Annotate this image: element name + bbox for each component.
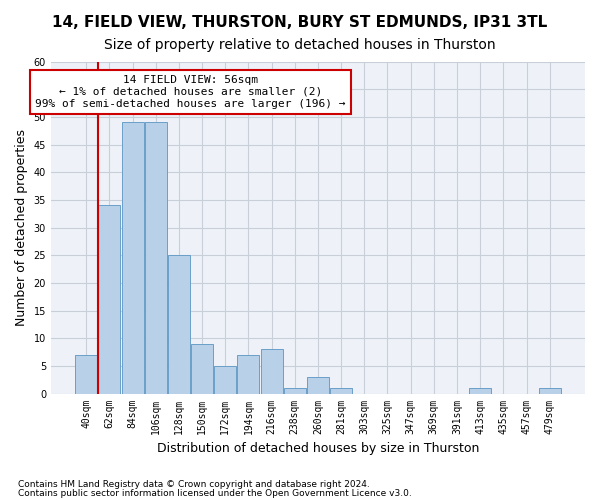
Text: 14, FIELD VIEW, THURSTON, BURY ST EDMUNDS, IP31 3TL: 14, FIELD VIEW, THURSTON, BURY ST EDMUND… xyxy=(52,15,548,30)
Bar xyxy=(191,344,213,394)
Text: Size of property relative to detached houses in Thurston: Size of property relative to detached ho… xyxy=(104,38,496,52)
Bar xyxy=(122,122,143,394)
Bar xyxy=(238,355,259,394)
X-axis label: Distribution of detached houses by size in Thurston: Distribution of detached houses by size … xyxy=(157,442,479,455)
Bar xyxy=(260,350,283,394)
Bar xyxy=(98,206,121,394)
Bar xyxy=(145,122,167,394)
Text: Contains HM Land Registry data © Crown copyright and database right 2024.: Contains HM Land Registry data © Crown c… xyxy=(18,480,370,489)
Bar xyxy=(330,388,352,394)
Bar xyxy=(168,255,190,394)
Bar xyxy=(75,355,97,394)
Bar xyxy=(214,366,236,394)
Text: 14 FIELD VIEW: 56sqm
← 1% of detached houses are smaller (2)
99% of semi-detache: 14 FIELD VIEW: 56sqm ← 1% of detached ho… xyxy=(35,76,346,108)
Bar xyxy=(539,388,561,394)
Y-axis label: Number of detached properties: Number of detached properties xyxy=(15,129,28,326)
Bar xyxy=(284,388,306,394)
Bar xyxy=(469,388,491,394)
Text: Contains public sector information licensed under the Open Government Licence v3: Contains public sector information licen… xyxy=(18,488,412,498)
Bar xyxy=(307,377,329,394)
